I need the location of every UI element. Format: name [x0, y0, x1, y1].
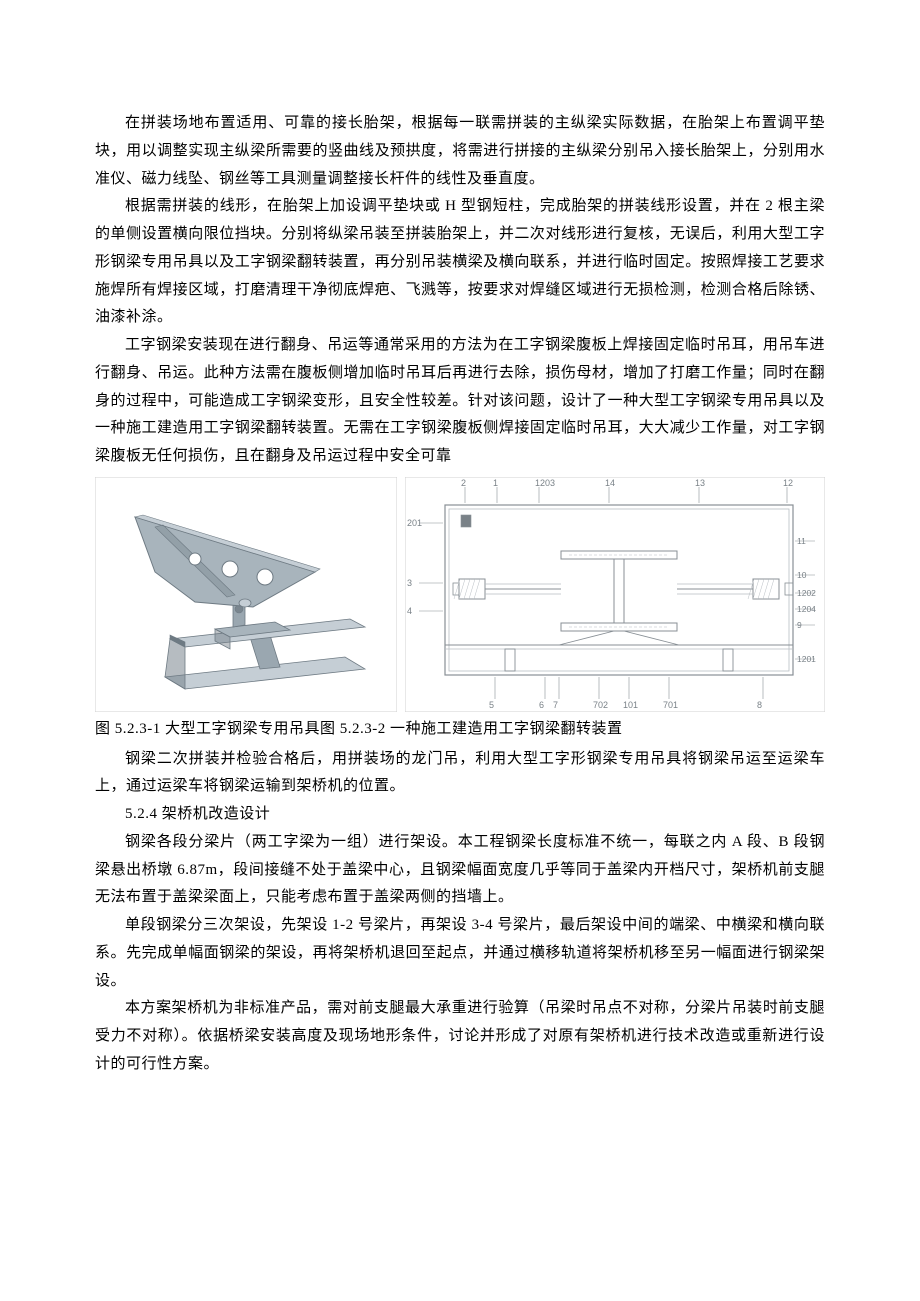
svg-text:1203: 1203 [535, 478, 555, 488]
svg-text:702: 702 [593, 700, 608, 710]
paragraph-1: 在拼装场地布置适用、可靠的接长胎架，根据每一联需拼装的主纵梁实际数据，在胎架上布… [95, 110, 825, 193]
svg-text:10: 10 [797, 570, 807, 580]
svg-text:201: 201 [407, 518, 422, 528]
svg-text:7: 7 [553, 700, 558, 710]
paragraph-7: 本方案架桥机为非标准产品，需对前支腿最大承重进行验算（吊梁时吊点不对称，分梁片吊… [95, 995, 825, 1078]
paragraph-2: 根据需拼装的线形，在胎架上加设调平垫块或 H 型钢短柱，完成胎架的拼装线形设置，… [95, 193, 825, 332]
svg-text:11: 11 [797, 536, 806, 546]
svg-text:2: 2 [461, 478, 466, 488]
svg-text:701: 701 [663, 700, 678, 710]
svg-text:1204: 1204 [797, 604, 816, 614]
figure-caption: 图 5.2.3-1 大型工字钢梁专用吊具图 5.2.3-2 一种施工建造用工字钢… [95, 716, 825, 744]
svg-text:14: 14 [605, 478, 615, 488]
svg-text:1: 1 [493, 478, 498, 488]
paragraph-6: 单段钢梁分三次架设，先架设 1-2 号梁片，再架设 3-4 号梁片，最后架设中间… [95, 912, 825, 995]
svg-text:3: 3 [407, 578, 412, 588]
svg-text:6: 6 [539, 700, 544, 710]
svg-text:12: 12 [783, 478, 793, 488]
paragraph-5: 钢梁各段分梁片（两工字梁为一组）进行架设。本工程钢梁长度标准不统一，每联之内 A… [95, 829, 825, 912]
svg-text:5: 5 [489, 700, 494, 710]
figure-row: 2 1 1203 14 13 12 201 3 4 11 10 1202 1204 9 1201 5 67 702… [95, 477, 825, 712]
svg-text:4: 4 [407, 606, 412, 616]
svg-text:1202: 1202 [797, 588, 816, 598]
paragraph-4: 钢梁二次拼装并检验合格后，用拼装场的龙门吊，利用大型工字形钢梁专用吊具将钢梁吊运… [95, 746, 825, 802]
svg-text:9: 9 [797, 620, 802, 630]
section-heading-5-2-4: 5.2.4 架桥机改造设计 [95, 801, 825, 829]
svg-text:1201: 1201 [797, 654, 816, 664]
figure-5-2-3-1 [95, 477, 397, 712]
svg-text:13: 13 [695, 478, 705, 488]
paragraph-3: 工字钢梁安装现在进行翻身、吊运等通常采用的方法为在工字钢梁腹板上焊接固定临时吊耳… [95, 332, 825, 471]
svg-text:101: 101 [623, 700, 638, 710]
svg-text:8: 8 [757, 700, 762, 710]
figure-5-2-3-2: 2 1 1203 14 13 12 201 3 4 11 10 1202 1204 9 1201 5 67 702… [405, 477, 825, 712]
